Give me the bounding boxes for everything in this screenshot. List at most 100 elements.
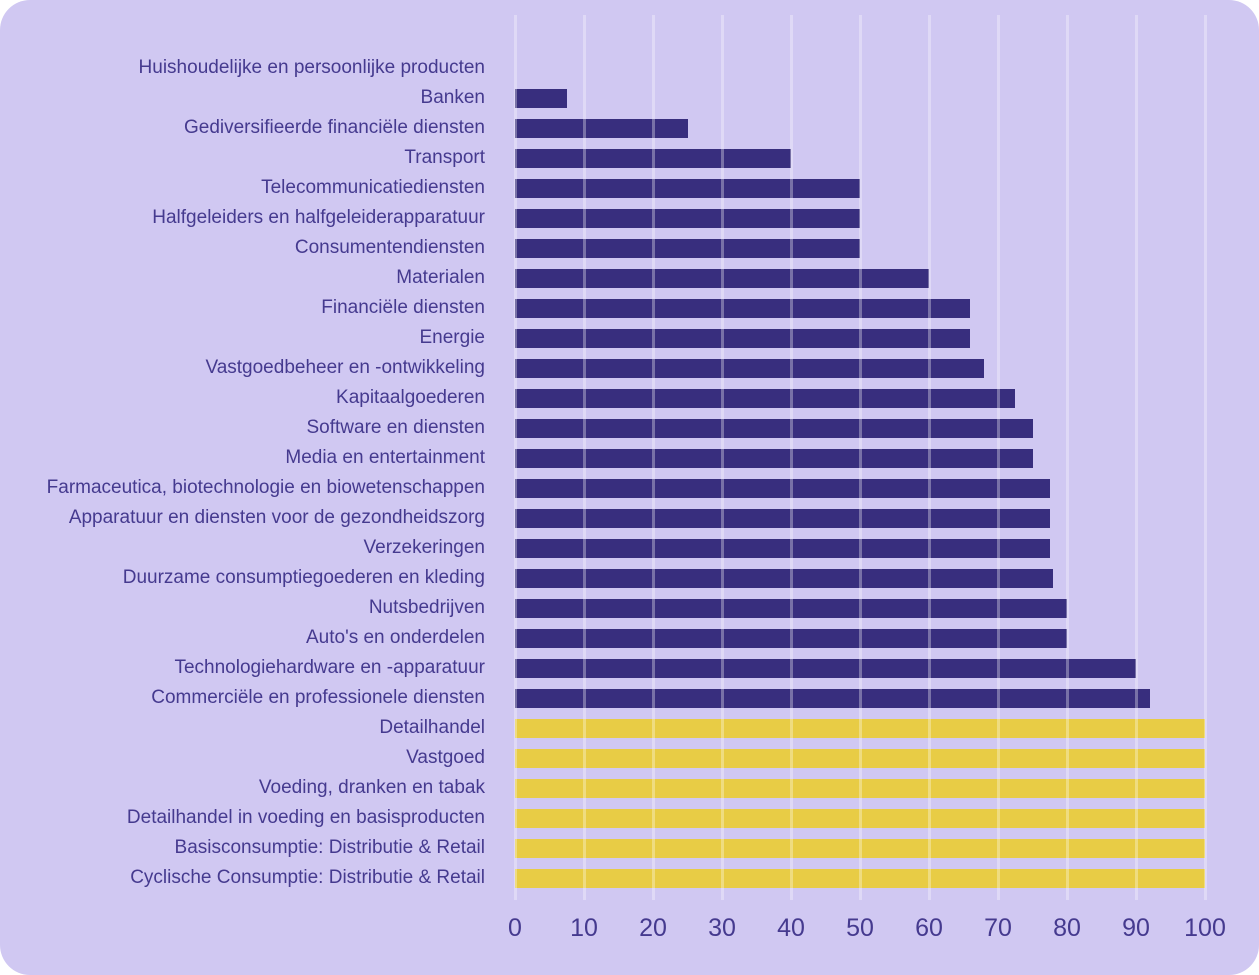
bar-row: Gediversifieerde financiële diensten — [0, 113, 1259, 143]
bar — [515, 358, 985, 378]
bar-row: Banken — [0, 83, 1259, 113]
bar — [515, 838, 1205, 858]
category-label: Huishoudelijke en persoonlijke producten — [138, 57, 485, 78]
bar-row: Detailhandel — [0, 713, 1259, 743]
bar-row: Kapitaalgoederen — [0, 383, 1259, 413]
bar — [515, 868, 1205, 888]
bar-track — [515, 478, 1205, 498]
bar-track — [515, 808, 1205, 828]
category-label: Detailhandel — [379, 717, 485, 738]
bar-row: Basisconsumptie: Distributie & Retail — [0, 833, 1259, 863]
bar — [515, 748, 1205, 768]
x-tick-label: 30 — [708, 914, 736, 942]
bar-track — [515, 748, 1205, 768]
bar-track — [515, 328, 1205, 348]
bar-track — [515, 568, 1205, 588]
category-label: Transport — [404, 147, 485, 168]
bar-track — [515, 298, 1205, 318]
bar-row: Technologiehardware en -apparatuur — [0, 653, 1259, 683]
bar-row: Apparatuur en diensten voor de gezondhei… — [0, 503, 1259, 533]
bar — [515, 688, 1150, 708]
category-label: Auto's en onderdelen — [306, 627, 485, 648]
bar-track — [515, 418, 1205, 438]
category-label: Halfgeleiders en halfgeleiderapparatuur — [152, 207, 485, 228]
bar — [515, 538, 1050, 558]
bar — [515, 238, 860, 258]
bar-track — [515, 658, 1205, 678]
bar-track — [515, 688, 1205, 708]
bar — [515, 388, 1016, 408]
category-label: Financiële diensten — [321, 297, 485, 318]
bar-row: Vastgoedbeheer en -ontwikkeling — [0, 353, 1259, 383]
bar — [515, 418, 1033, 438]
bar-row: Verzekeringen — [0, 533, 1259, 563]
bar-track — [515, 508, 1205, 528]
category-label: Commerciële en professionele diensten — [151, 687, 485, 708]
bar — [515, 208, 860, 228]
category-label: Vastgoedbeheer en -ontwikkeling — [205, 357, 485, 378]
bar — [515, 598, 1067, 618]
bar — [515, 508, 1050, 528]
bar-row: Consumentendiensten — [0, 233, 1259, 263]
bar-row: Transport — [0, 143, 1259, 173]
bar-rows: Huishoudelijke en persoonlijke producten… — [0, 53, 1259, 893]
bar-row: Vastgoed — [0, 743, 1259, 773]
category-label: Duurzame consumptiegoederen en kleding — [122, 567, 485, 588]
category-label: Voeding, dranken en tabak — [258, 777, 485, 798]
category-label: Gediversifieerde financiële diensten — [183, 117, 485, 138]
bar-track — [515, 448, 1205, 468]
bar-track — [515, 628, 1205, 648]
category-label: Media en entertainment — [285, 447, 485, 468]
bar-track — [515, 208, 1205, 228]
x-tick-label: 40 — [777, 914, 805, 942]
bar-row: Energie — [0, 323, 1259, 353]
bar-track — [515, 59, 1205, 78]
bar — [515, 178, 860, 198]
bar — [515, 478, 1050, 498]
category-label: Energie — [419, 327, 486, 348]
category-label: Cyclische Consumptie: Distributie & Reta… — [130, 867, 485, 888]
bar-row: Commerciële en professionele diensten — [0, 683, 1259, 713]
category-label: Verzekeringen — [363, 537, 485, 558]
bar-track — [515, 88, 1205, 108]
bar-row: Farmaceutica, biotechnologie en bioweten… — [0, 473, 1259, 503]
bar-row: Voeding, dranken en tabak — [0, 773, 1259, 803]
x-tick-label: 0 — [508, 914, 522, 942]
x-tick-label: 60 — [915, 914, 943, 942]
bar — [515, 268, 929, 288]
bar-row: Nutsbedrijven — [0, 593, 1259, 623]
category-label: Software en diensten — [306, 417, 485, 438]
bar — [515, 778, 1205, 798]
category-label: Vastgoed — [406, 747, 485, 768]
bar — [515, 658, 1136, 678]
bar-row: Software en diensten — [0, 413, 1259, 443]
bar — [515, 448, 1033, 468]
bar-row: Financiële diensten — [0, 293, 1259, 323]
bar-track — [515, 178, 1205, 198]
bar-track — [515, 118, 1205, 138]
bar-track — [515, 238, 1205, 258]
bar-track — [515, 148, 1205, 168]
bar-track — [515, 868, 1205, 888]
x-tick-label: 80 — [1053, 914, 1081, 942]
bar-track — [515, 778, 1205, 798]
category-label: Detailhandel in voeding en basisproducte… — [126, 807, 485, 828]
x-tick-label: 90 — [1122, 914, 1150, 942]
bar-track — [515, 268, 1205, 288]
bar — [515, 718, 1205, 738]
category-label: Materialen — [396, 267, 485, 288]
x-tick-label: 70 — [984, 914, 1012, 942]
bar-row: Telecommunicatiediensten — [0, 173, 1259, 203]
category-label: Nutsbedrijven — [368, 597, 485, 618]
category-label: Telecommunicatiediensten — [261, 177, 485, 198]
bar-row: Auto's en onderdelen — [0, 623, 1259, 653]
bar — [515, 808, 1205, 828]
bar-row: Huishoudelijke en persoonlijke producten — [0, 53, 1259, 83]
bar-track — [515, 358, 1205, 378]
bar-track — [515, 718, 1205, 738]
bar-row: Detailhandel in voeding en basisproducte… — [0, 803, 1259, 833]
x-tick-label: 50 — [846, 914, 874, 942]
bar — [515, 328, 971, 348]
bar — [515, 568, 1054, 588]
